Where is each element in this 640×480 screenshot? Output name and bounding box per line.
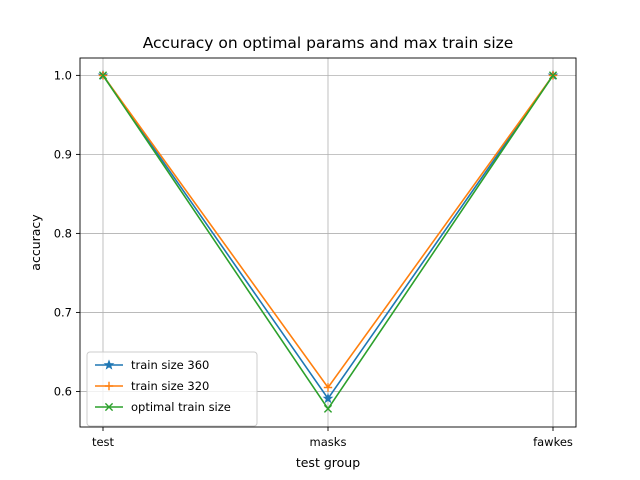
legend-label: train size 360: [131, 358, 209, 372]
x-tick-label: fawkes: [533, 435, 573, 449]
x-axis-label: test group: [296, 455, 360, 470]
y-axis-label: accuracy: [28, 214, 43, 271]
y-tick-label: 0.8: [54, 226, 72, 240]
y-tick-label: 1.0: [54, 68, 72, 82]
series-group: [97, 69, 559, 413]
legend-marker: [104, 381, 114, 391]
legend: train size 360 train size 320 optimal trai…: [86, 351, 258, 427]
y-tick-label: 0.6: [54, 384, 72, 398]
series-3: [98, 71, 558, 413]
x-tick-label: masks: [310, 435, 347, 449]
legend-box: [86, 351, 258, 427]
data-point: [548, 71, 558, 80]
legend-marker: [104, 402, 114, 412]
legend-marker: [103, 359, 115, 370]
data-point: [322, 392, 334, 404]
y-tick-label: 0.7: [54, 305, 72, 319]
legend-entry: optimal train size: [95, 400, 231, 414]
legend-label: optimal train size: [131, 400, 231, 414]
y-tick-label: 0.9: [54, 147, 72, 161]
data-point: [323, 404, 333, 413]
chart-title: Accuracy on optimal params and max train…: [143, 34, 514, 52]
data-point: [323, 383, 333, 392]
legend-entry: train size 320: [95, 379, 209, 393]
data-point: [98, 71, 108, 80]
legend-label: train size 320: [131, 379, 209, 393]
axis-ticks: test masks fawkes 0.6 0.7 0.8 0.9 1.0: [54, 68, 573, 449]
x-tick-label: test: [92, 435, 115, 449]
legend-entry: train size 360: [95, 358, 209, 372]
